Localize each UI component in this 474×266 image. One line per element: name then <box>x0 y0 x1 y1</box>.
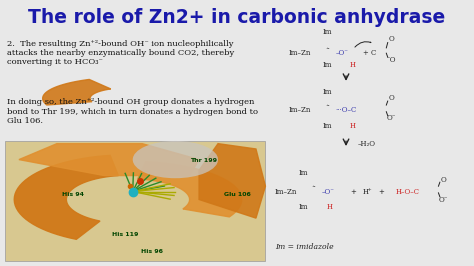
Text: Im: Im <box>322 122 332 130</box>
Text: His 96: His 96 <box>141 249 163 254</box>
Text: Im: Im <box>299 203 308 211</box>
Text: H–O–C: H–O–C <box>396 188 420 196</box>
Text: H: H <box>327 203 332 211</box>
Text: Im–Zn: Im–Zn <box>289 49 311 57</box>
Text: Im = imidazole: Im = imidazole <box>275 243 334 251</box>
Text: His 119: His 119 <box>112 232 139 236</box>
Text: Im: Im <box>322 88 332 96</box>
Text: His 94: His 94 <box>63 192 84 197</box>
Text: 2.  The resulting Zn⁺²-bound OH⁻ ion nucleophilically
attacks the nearby enzymat: 2. The resulting Zn⁺²-bound OH⁻ ion nucl… <box>7 40 234 66</box>
Text: Im–Zn: Im–Zn <box>275 188 297 196</box>
Polygon shape <box>19 144 199 176</box>
Text: H: H <box>350 122 356 130</box>
Text: ⁺²: ⁺² <box>326 47 330 52</box>
Text: ⁺²: ⁺² <box>326 104 330 109</box>
Text: O⁻: O⁻ <box>386 114 396 122</box>
Text: + C: + C <box>363 49 376 57</box>
Text: –H₂O: –H₂O <box>358 140 376 148</box>
Text: The role of Zn2+ in carbonic anhydrase: The role of Zn2+ in carbonic anhydrase <box>28 8 446 27</box>
Text: +: + <box>379 189 384 194</box>
Text: ···O–C: ···O–C <box>336 106 357 114</box>
Text: O⁻: O⁻ <box>438 196 448 203</box>
Text: H: H <box>350 61 356 69</box>
Polygon shape <box>199 144 265 218</box>
Text: Im: Im <box>322 28 332 36</box>
Text: Glu 106: Glu 106 <box>224 192 250 197</box>
Polygon shape <box>14 155 118 239</box>
Polygon shape <box>137 162 242 217</box>
Polygon shape <box>43 80 111 105</box>
Text: –O⁻: –O⁻ <box>321 188 334 196</box>
Text: Im: Im <box>299 169 308 177</box>
Text: ⁻O: ⁻O <box>386 56 396 64</box>
Bar <box>5 141 265 261</box>
FancyArrowPatch shape <box>355 42 371 47</box>
Text: +: + <box>350 189 356 194</box>
Text: Im: Im <box>322 61 332 69</box>
Text: ⁺²: ⁺² <box>311 185 316 190</box>
Text: Thr 199: Thr 199 <box>191 159 217 163</box>
Text: In doing so, the Zn⁺²-bound OH group donates a hydrogen
bond to Thr 199, which i: In doing so, the Zn⁺²-bound OH group don… <box>7 98 258 125</box>
Text: O: O <box>388 35 394 43</box>
Text: O: O <box>440 176 446 184</box>
Ellipse shape <box>133 141 218 178</box>
Text: –O⁻: –O⁻ <box>336 49 348 57</box>
Text: O: O <box>388 94 394 102</box>
Text: H⁺: H⁺ <box>363 188 372 196</box>
Text: Im–Zn: Im–Zn <box>289 106 311 114</box>
